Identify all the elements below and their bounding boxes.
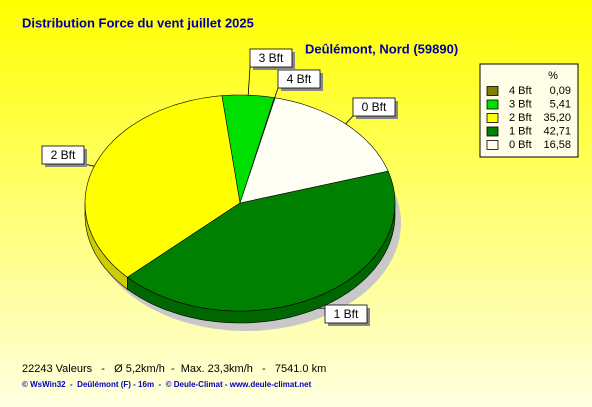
legend-value: 5,41 bbox=[550, 98, 571, 110]
legend-header: % bbox=[548, 70, 558, 82]
pie-slice bbox=[126, 170, 396, 312]
legend-label: 0 Bft bbox=[509, 139, 532, 151]
legend-swatch bbox=[486, 86, 499, 96]
label-box bbox=[352, 97, 396, 117]
chart-title: Distribution Force du vent juillet 2025 bbox=[22, 15, 254, 30]
label-leader bbox=[345, 115, 354, 125]
slice-label: 2 Bft bbox=[51, 148, 76, 162]
label-leader bbox=[274, 87, 279, 98]
pie-slice bbox=[84, 95, 241, 278]
legend-value: 16,58 bbox=[543, 139, 571, 151]
chart-subtitle: Deûlémont, Nord (59890) bbox=[305, 41, 458, 56]
credit: © WsWin32 - Deûlémont (F) - 16m - © Deul… bbox=[22, 380, 312, 389]
legend-swatch bbox=[486, 140, 499, 150]
legend-value: 0,09 bbox=[550, 85, 571, 97]
slice-label: 4 Bft bbox=[287, 72, 312, 86]
pie-slice bbox=[221, 94, 275, 204]
label-leader bbox=[247, 66, 251, 96]
legend-swatch bbox=[486, 99, 499, 110]
legend: % 4 Bft 0,09 3 Bft 5,41 2 Bft 35,20 1 Bft 42,71 0… bbox=[479, 63, 579, 158]
legend-label: 4 Bft bbox=[509, 85, 532, 97]
legend-label: 3 Bft bbox=[509, 98, 532, 110]
label-box bbox=[324, 304, 368, 324]
label-box bbox=[41, 145, 85, 165]
slice-label: 1 Bft bbox=[334, 307, 359, 321]
slice-label: 3 Bft bbox=[259, 51, 284, 65]
legend-label: 1 Bft bbox=[509, 125, 532, 137]
footer: 22243 Valeurs - Ø 5,2km/h - Max. 23,3km/… bbox=[22, 363, 326, 375]
legend-value: 42,71 bbox=[543, 125, 571, 137]
slice-label: 0 Bft bbox=[362, 100, 387, 114]
legend-swatch bbox=[486, 113, 499, 123]
legend-value: 35,20 bbox=[543, 112, 571, 124]
label-box bbox=[249, 48, 293, 68]
legend-label: 2 Bft bbox=[509, 112, 532, 124]
label-box bbox=[277, 69, 321, 89]
legend-swatch bbox=[486, 126, 499, 137]
